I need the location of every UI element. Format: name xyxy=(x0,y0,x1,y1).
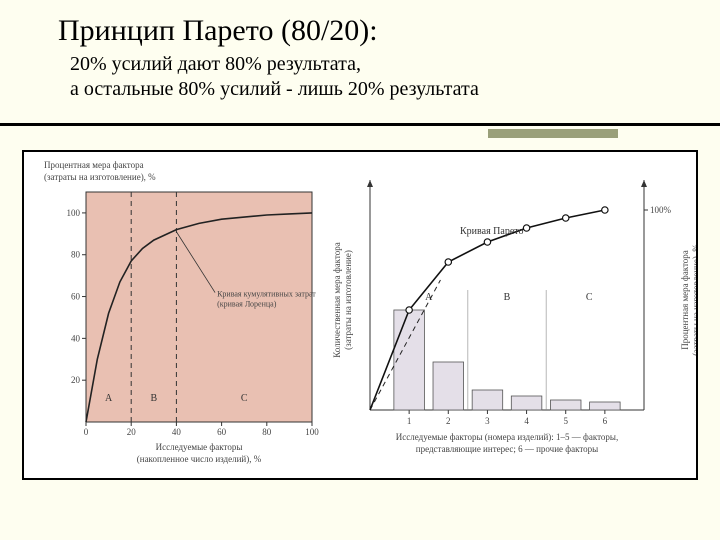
slide-subtitle: 20% усилий дают 80% результата, а осталь… xyxy=(0,48,720,102)
svg-text:Процентная мера фактора: Процентная мера фактора xyxy=(44,160,144,170)
svg-text:4: 4 xyxy=(524,416,529,426)
svg-text:Количественная мера фактора: Количественная мера фактора xyxy=(332,242,342,357)
svg-text:(затраты на изготовление), %: (затраты на изготовление), % xyxy=(691,244,696,356)
svg-text:Исследуемые факторы (номера из: Исследуемые факторы (номера изделий): 1–… xyxy=(396,432,618,442)
svg-text:Исследуемые факторы: Исследуемые факторы xyxy=(156,442,243,452)
svg-text:5: 5 xyxy=(563,416,568,426)
lorenz-svg: Процентная мера фактора (затраты на изгот… xyxy=(24,152,324,478)
svg-text:C: C xyxy=(586,292,593,303)
svg-text:A: A xyxy=(105,393,113,404)
svg-text:40: 40 xyxy=(71,333,81,343)
svg-text:Процентная мера фактора: Процентная мера фактора xyxy=(680,250,690,350)
slide: Принцип Парето (80/20): 20% усилий дают … xyxy=(0,0,720,540)
svg-text:(затраты на изготовление): (затраты на изготовление) xyxy=(343,250,353,350)
svg-text:60: 60 xyxy=(217,427,227,437)
subtitle-line-1: 20% усилий дают 80% результата, xyxy=(70,53,361,75)
svg-text:20: 20 xyxy=(127,427,137,437)
subtitle-line-2: а остальные 80% усилий - лишь 20% резуль… xyxy=(70,78,479,100)
svg-text:(кривая Лоренца): (кривая Лоренца) xyxy=(217,300,277,309)
divider-line xyxy=(0,123,720,126)
svg-text:100: 100 xyxy=(305,427,319,437)
svg-text:C: C xyxy=(241,393,248,404)
svg-text:B: B xyxy=(150,393,157,404)
svg-text:40: 40 xyxy=(172,427,182,437)
svg-text:6: 6 xyxy=(603,416,608,426)
svg-text:3: 3 xyxy=(485,416,490,426)
slide-title: Принцип Парето (80/20): xyxy=(0,0,720,48)
svg-text:Кривая кумулятивных затрат: Кривая кумулятивных затрат xyxy=(217,290,316,299)
svg-text:2: 2 xyxy=(446,416,451,426)
svg-text:Кривая Парето: Кривая Парето xyxy=(460,226,524,237)
pareto-svg: Количественная мера фактора(затраты на и… xyxy=(324,152,696,478)
pareto-chart: Количественная мера фактора(затраты на и… xyxy=(324,152,696,478)
svg-text:0: 0 xyxy=(84,427,89,437)
svg-text:(затраты на изготовление), %: (затраты на изготовление), % xyxy=(44,172,156,182)
svg-text:60: 60 xyxy=(71,292,81,302)
svg-text:20: 20 xyxy=(71,375,81,385)
svg-text:100: 100 xyxy=(67,208,81,218)
svg-text:A: A xyxy=(425,292,433,303)
svg-text:80: 80 xyxy=(71,250,81,260)
lorenz-chart: Процентная мера фактора (затраты на изгот… xyxy=(24,152,324,478)
svg-text:представляющие интерес; 6 — пр: представляющие интерес; 6 — прочие факто… xyxy=(416,444,598,454)
divider xyxy=(0,123,720,141)
chart-panel: Процентная мера фактора(затраты на изгот… xyxy=(22,150,698,480)
divider-accent xyxy=(488,129,618,138)
svg-text:1: 1 xyxy=(407,416,412,426)
svg-text:100%: 100% xyxy=(650,205,672,215)
svg-text:(накопленное число изделий), %: (накопленное число изделий), % xyxy=(137,454,262,464)
svg-text:80: 80 xyxy=(262,427,272,437)
svg-text:B: B xyxy=(504,292,511,303)
